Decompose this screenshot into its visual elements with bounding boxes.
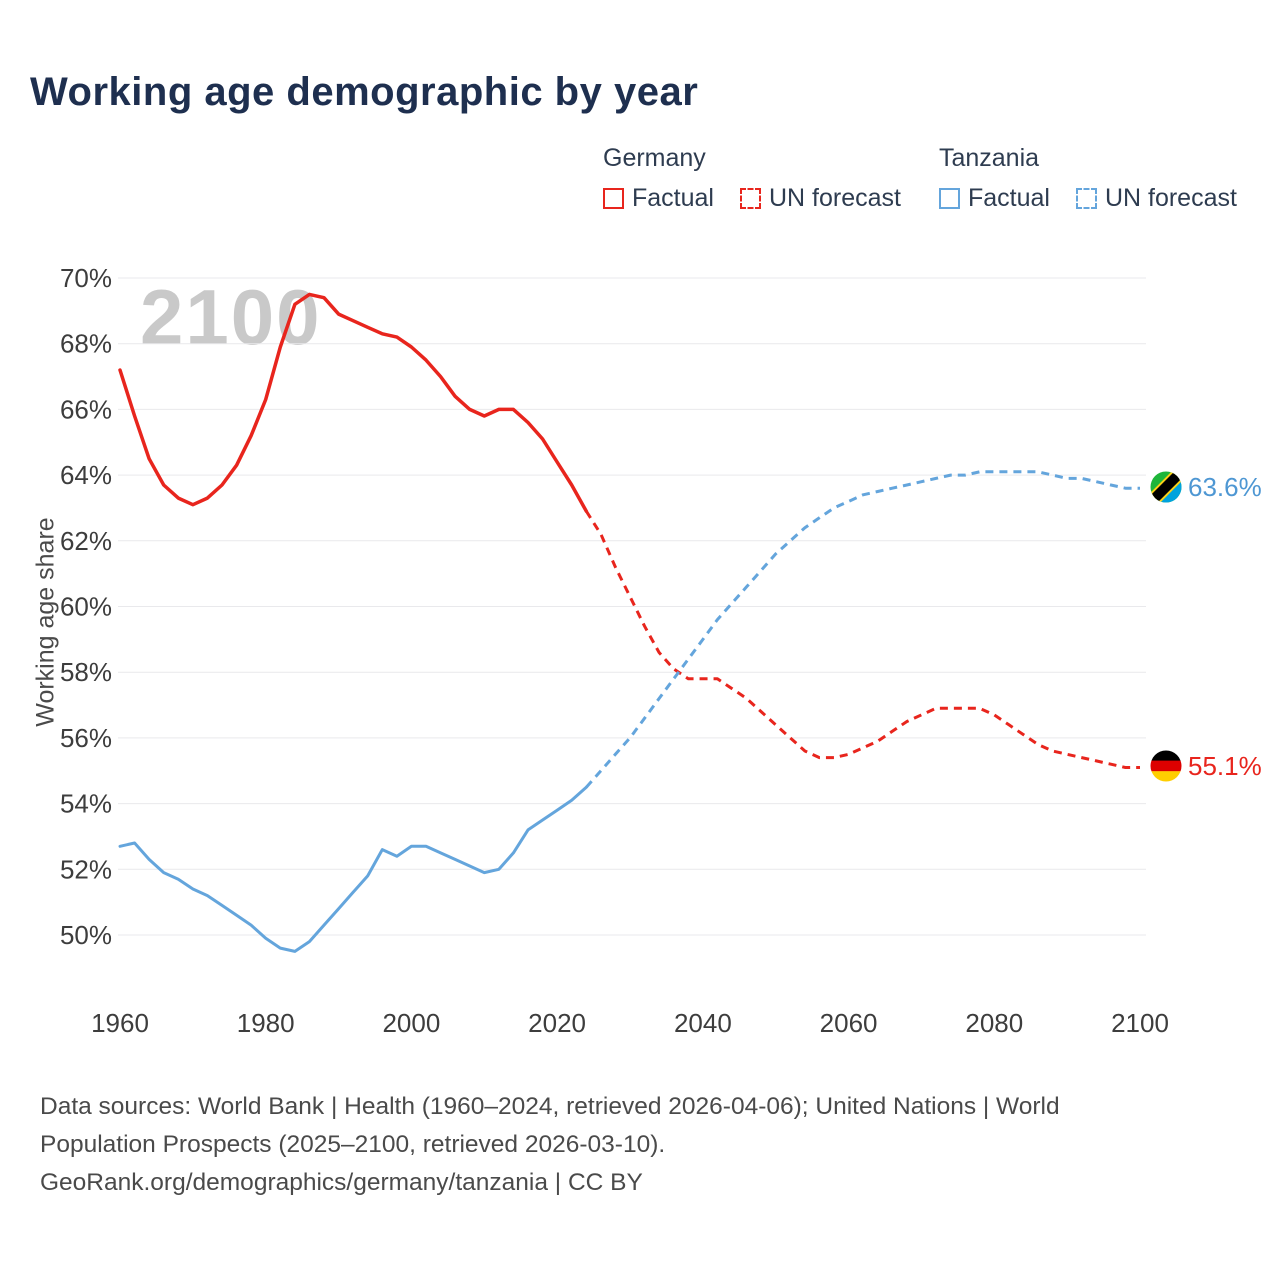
legend-item-label: Factual [967,184,1050,212]
legend: Germany Factual UN forecast Tanzania Fac… [603,144,1237,213]
tanzania-flag-icon [1150,471,1182,503]
x-tick-label: 2080 [965,1008,1023,1038]
end-labels: 63.6% 55.1% [1150,471,1262,782]
series-line-germany-factual [118,292,589,513]
y-tick-label: 56% [60,723,112,753]
legend-item-germany-forecast: UN forecast [739,184,901,213]
series-line-germany-un-forecast [585,510,1140,769]
y-tick-label: 58% [60,657,112,687]
y-tick-label: 52% [60,854,112,884]
series-lines [118,292,1140,953]
y-tick-label: 60% [60,592,112,622]
legend-item-germany-factual: Factual [603,184,714,213]
y-tick-label: 54% [60,789,112,819]
x-tick-label: 2000 [382,1008,440,1038]
legend-item-label: Factual [632,184,714,212]
x-tick-label: 2100 [1111,1008,1169,1038]
dashed-line-swatch-icon [739,188,761,209]
legend-country-label: Tanzania [938,144,1040,172]
solid-line-swatch-icon [938,188,960,209]
tanzania-end-value: 63.6% [1188,472,1262,502]
x-tick-labels: 1960 1980 2000 2020 2040 2060 2080 2100 [91,1008,1169,1038]
x-tick-label: 1960 [91,1008,149,1038]
x-tick-label: 2040 [674,1008,732,1038]
germany-flag-icon [1150,750,1182,782]
series-line-tanzania-un-forecast [585,470,1140,789]
legend-country-label: Germany [603,144,706,172]
germany-end-value: 55.1% [1188,751,1262,781]
y-tick-labels: 50% 52% 54% 56% 58% 60% 62% 64% 66% 68% 70% [60,263,112,950]
x-tick-label: 2020 [528,1008,586,1038]
y-tick-label: 50% [60,920,112,950]
legend-item-tanzania-factual: Factual [938,184,1050,213]
y-tick-label: 62% [60,526,112,556]
y-tick-label: 68% [60,329,112,359]
attribution-text: GeoRank.org/demographics/germany/tanzani… [40,1168,643,1196]
legend-group-tanzania: Tanzania Factual UN forecast [938,144,1237,213]
legend-item-tanzania-forecast: UN forecast [1075,184,1237,213]
footer: Data sources: World Bank | Health (1960–… [40,1088,1160,1202]
legend-item-label: UN forecast [768,184,901,212]
legend-item-label: UN forecast [1104,184,1237,212]
x-tick-label: 2060 [820,1008,878,1038]
data-sources-text: Data sources: World Bank | Health (1960–… [40,1093,1060,1158]
page-title: Working age demographic by year [30,70,699,114]
gridlines [118,277,1146,936]
solid-line-swatch-icon [603,188,624,209]
legend-group-germany: Germany Factual UN forecast [603,144,901,213]
y-tick-label: 64% [60,460,112,490]
dashed-line-swatch-icon [1075,188,1097,209]
y-tick-label: 70% [60,263,112,293]
x-tick-label: 1980 [237,1008,295,1038]
y-tick-label: 66% [60,394,112,424]
series-line-tanzania-factual [118,785,588,953]
